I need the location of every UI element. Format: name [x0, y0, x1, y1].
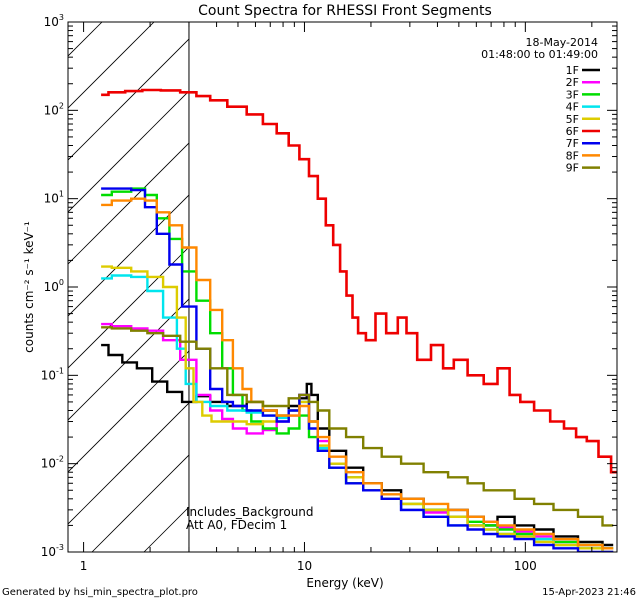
x-tick-label: 100 — [514, 559, 537, 573]
hatch-line — [68, 22, 155, 109]
legend-label-2F: 2F — [566, 76, 579, 89]
hatch-line — [68, 246, 189, 369]
hatch-line — [68, 350, 189, 473]
x-tick-label: 1 — [80, 559, 88, 573]
series-line-8F — [101, 197, 614, 550]
shaded-excluded-region — [68, 22, 190, 552]
generated-by-footer: Generated by hsi_min_spectra_plot.pro — [2, 587, 198, 598]
series-line-6F — [101, 88, 617, 474]
legend-label-3F: 3F — [566, 88, 579, 101]
x-axis-label: Energy (keV) — [306, 576, 383, 590]
hatch-line — [68, 194, 189, 317]
y-axis-label: counts cm⁻² s⁻¹ keV⁻¹ — [22, 221, 36, 353]
attenuator-note: Att A0, FDecim 1 — [186, 518, 287, 532]
series-line-7F — [101, 187, 614, 552]
hatch-line — [91, 454, 189, 552]
time-range-annotation: 01:48:00 to 01:49:00 — [481, 48, 598, 61]
series-line-9F — [101, 326, 614, 527]
legend-label-4F: 4F — [566, 101, 579, 114]
legend-label-7F: 7F — [566, 137, 579, 150]
hatch-lines — [68, 22, 189, 552]
timestamp-footer: 15-Apr-2023 21:46 — [542, 587, 636, 598]
series-line-1F — [101, 343, 614, 547]
chart-title: Count Spectra for RHESSI Front Segments — [198, 3, 492, 19]
date-annotation: 18-May-2014 — [526, 36, 598, 49]
legend-label-5F: 5F — [566, 113, 579, 126]
legend-label-8F: 8F — [566, 149, 579, 162]
legend-label-1F: 1F — [566, 64, 579, 77]
hatch-line — [68, 38, 189, 161]
hatch-line — [68, 402, 189, 525]
background-note: Includes_Background — [186, 505, 314, 519]
legend-label-9F: 9F — [566, 162, 579, 175]
series-layer — [101, 88, 617, 552]
x-tick-label: 10 — [297, 559, 312, 573]
legend-label-6F: 6F — [566, 125, 579, 138]
